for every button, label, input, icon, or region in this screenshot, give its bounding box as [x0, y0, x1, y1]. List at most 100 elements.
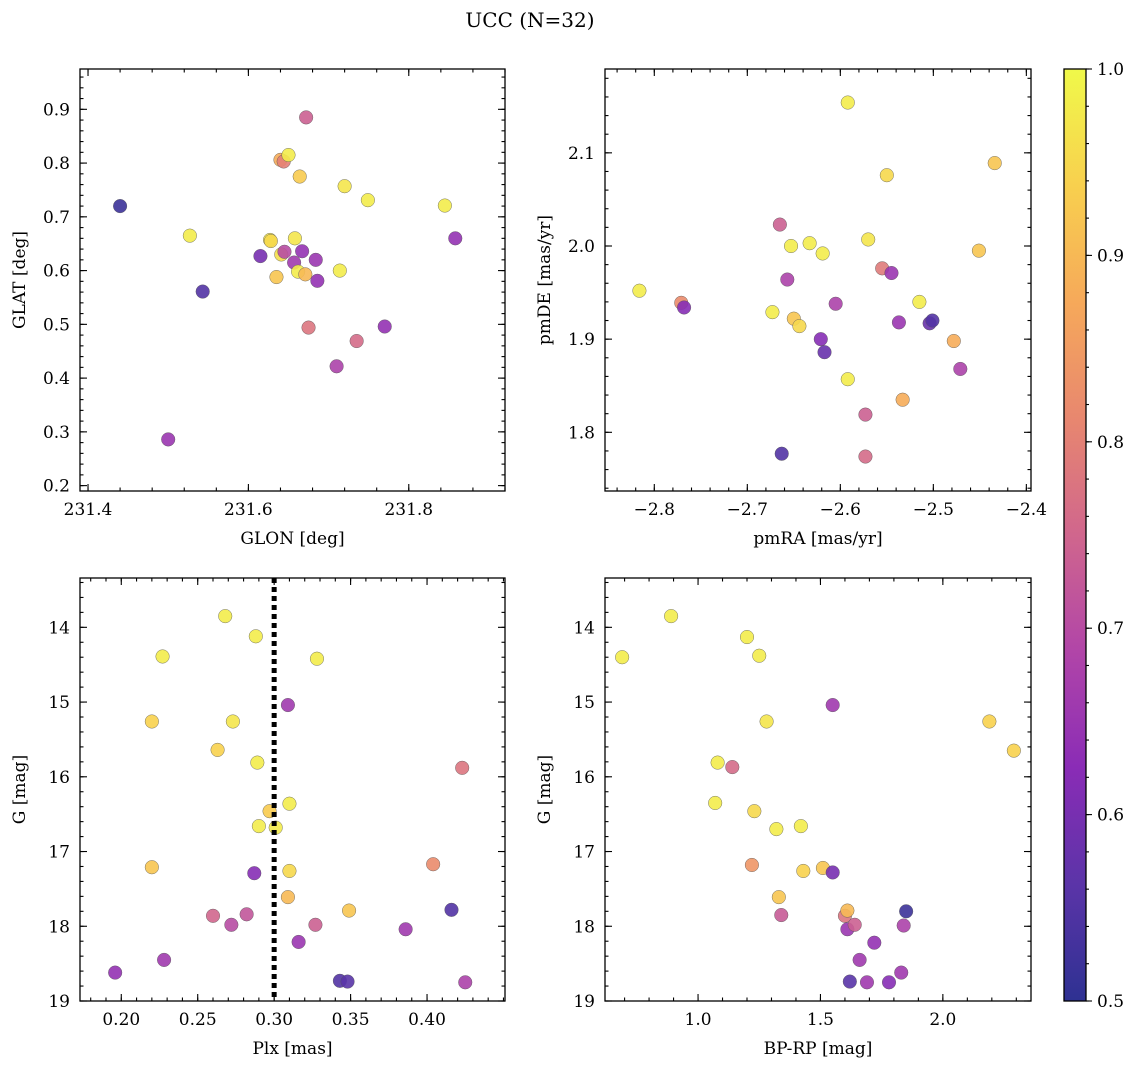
y-tick-label: 0.7	[43, 208, 70, 228]
y-tick-label: 0.8	[43, 154, 70, 174]
colorbar-tick-label: 0.6	[1097, 806, 1124, 826]
y-axis-label: pmDE [mas/yr]	[535, 215, 555, 345]
y-tick-label: 17	[573, 843, 595, 863]
colorbar-tick-label: 0.5	[1097, 992, 1124, 1012]
y-tick-label: 16	[573, 768, 595, 788]
data-point	[248, 629, 263, 644]
data-point	[1006, 743, 1021, 758]
data-point	[879, 168, 894, 183]
data-point	[815, 246, 830, 261]
y-tick-label: 16	[48, 768, 70, 788]
data-point	[895, 392, 910, 407]
data-point	[825, 698, 840, 713]
data-point	[796, 863, 811, 878]
data-point	[298, 267, 313, 282]
x-tick-label: −2.7	[727, 500, 768, 520]
data-point	[747, 804, 762, 819]
y-axis-label: G [mag]	[10, 755, 30, 824]
y-tick-label: 18	[573, 917, 595, 937]
data-point	[282, 863, 297, 878]
data-point	[664, 609, 679, 624]
y-tick-label: 0.2	[43, 477, 70, 497]
data-point	[251, 819, 266, 834]
data-point	[744, 857, 759, 872]
plot-frame	[604, 577, 1032, 1002]
y-tick-label: 0.9	[43, 100, 70, 120]
data-point	[759, 714, 774, 729]
y-tick-label: 0.6	[43, 262, 70, 282]
data-point	[780, 272, 795, 287]
x-tick-label: 231.6	[224, 500, 273, 520]
data-point	[295, 244, 310, 259]
data-point	[113, 199, 128, 214]
data-point	[859, 975, 874, 990]
data-point	[971, 243, 986, 258]
data-point	[858, 407, 873, 422]
data-point	[448, 231, 463, 246]
data-point	[899, 904, 914, 919]
data-point	[309, 651, 324, 666]
data-point	[332, 263, 347, 278]
data-point	[813, 332, 828, 347]
y-tick-label: 17	[48, 843, 70, 863]
data-point	[828, 296, 843, 311]
data-point	[987, 156, 1002, 171]
data-point	[308, 252, 323, 267]
data-point	[155, 649, 170, 664]
data-point	[882, 975, 897, 990]
data-point	[725, 760, 740, 775]
y-tick-label: 15	[573, 693, 595, 713]
data-point	[340, 974, 355, 989]
y-tick-label: 2.1	[568, 144, 595, 164]
colorbar-tick-label: 1.0	[1097, 60, 1124, 80]
data-point	[337, 179, 352, 194]
y-tick-label: 19	[573, 992, 595, 1012]
data-point	[615, 650, 630, 665]
data-point	[329, 359, 344, 374]
data-point	[861, 232, 876, 247]
data-point	[825, 865, 840, 880]
data-point	[769, 822, 784, 837]
data-point	[287, 231, 302, 246]
panel-plx-g: 0.20 0.25 0.30 0.35 0.40 14 15 16 17 18 19 Plx [mas…	[10, 577, 506, 1059]
colorbar-gradient	[1064, 69, 1086, 1001]
colorbar-tick-label: 0.8	[1097, 433, 1124, 453]
data-point	[144, 860, 159, 875]
y-tick-label: 15	[48, 693, 70, 713]
x-tick-label: −2.5	[913, 500, 954, 520]
x-axis-label: BP-RP [mag]	[764, 1039, 873, 1059]
x-tick-label: 2.0	[929, 1010, 956, 1030]
panel-bprp-g: 1.0 1.5 2.0 14 15 16 17 18 19 BP-RP [mag] G [mag]	[535, 577, 1032, 1059]
data-point	[299, 110, 314, 125]
data-point	[108, 965, 123, 980]
data-point	[269, 270, 284, 285]
data-point	[772, 217, 787, 232]
colorbar-tick-label: 0.9	[1097, 246, 1124, 266]
data-point	[677, 300, 692, 315]
y-tick-label: 1.9	[568, 330, 595, 350]
y-axis-label: G [mag]	[535, 755, 555, 824]
data-point	[310, 273, 325, 288]
plot-frame	[79, 577, 506, 1002]
x-tick-label: −2.8	[634, 500, 675, 520]
data-point	[398, 922, 413, 937]
data-point	[263, 234, 278, 249]
y-tick-label: 14	[573, 618, 595, 638]
x-tick-label: 0.30	[255, 1010, 293, 1030]
data-point	[765, 305, 780, 320]
data-point	[206, 908, 221, 923]
plot-frame	[79, 68, 506, 492]
data-point	[349, 334, 364, 349]
data-point	[281, 148, 296, 163]
data-point	[182, 228, 197, 243]
data-point	[842, 974, 857, 989]
data-point	[774, 446, 789, 461]
data-point	[946, 334, 961, 349]
x-tick-label: 1.5	[807, 1010, 834, 1030]
data-point	[802, 236, 817, 251]
x-tick-label: −2.4	[1006, 500, 1047, 520]
y-axis-label: GLAT [deg]	[10, 231, 30, 329]
data-point	[247, 866, 262, 881]
y-tick-label: 14	[48, 618, 70, 638]
y-tick-label: 0.3	[43, 423, 70, 443]
